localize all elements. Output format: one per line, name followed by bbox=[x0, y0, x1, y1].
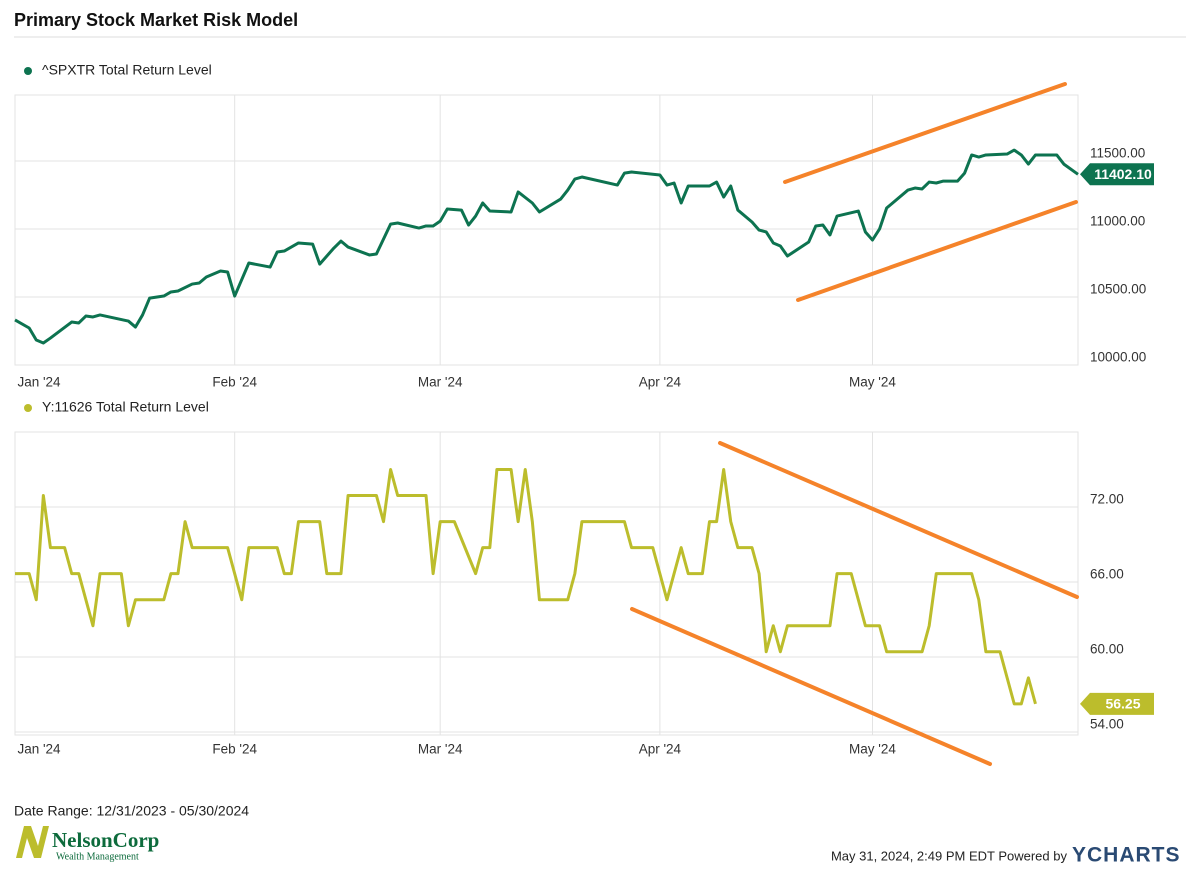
y-tick-label: 54.00 bbox=[1090, 717, 1124, 732]
trend-line bbox=[630, 607, 992, 766]
legend-marker bbox=[24, 404, 32, 412]
date-range: Date Range: 12/31/2023 - 05/30/2024 bbox=[14, 803, 249, 819]
x-tick-label: Mar '24 bbox=[418, 742, 463, 757]
plot-frame bbox=[14, 431, 1079, 736]
trend-line bbox=[796, 200, 1078, 302]
plots: 10000.00 10500.00 11000.00 11500.00 Jan '24 F… bbox=[14, 62, 1154, 757]
x-tick-label: Apr '24 bbox=[639, 375, 682, 390]
legend-label: Y:11626 Total Return Level bbox=[42, 399, 209, 415]
y-tick-label: 60.00 bbox=[1090, 642, 1124, 657]
last-value-badge bbox=[1080, 692, 1154, 715]
chart-title: Primary Stock Market Risk Model bbox=[14, 10, 298, 30]
brand: YCHARTS bbox=[1072, 844, 1181, 867]
last-value-badge bbox=[1080, 163, 1154, 186]
y-tick-label: 10500.00 bbox=[1090, 282, 1146, 297]
legend-label: ^SPXTR Total Return Level bbox=[42, 62, 212, 78]
y-tick-label: 72.00 bbox=[1090, 492, 1124, 507]
series-line bbox=[15, 468, 1037, 706]
logo-name: NelsonCorp bbox=[52, 828, 159, 852]
y-tick-label: 10000.00 bbox=[1090, 350, 1146, 365]
x-tick-label: May '24 bbox=[849, 742, 896, 757]
trend-line bbox=[718, 441, 1079, 599]
y-tick-label: 11500.00 bbox=[1090, 146, 1145, 161]
x-tick-label: Feb '24 bbox=[212, 742, 257, 757]
last-value-label: 56.25 bbox=[1105, 696, 1140, 712]
logo-sub: Wealth Management bbox=[56, 851, 139, 862]
x-tick-label: Apr '24 bbox=[639, 742, 682, 757]
y-tick-label: 66.00 bbox=[1090, 567, 1124, 582]
x-tick-label: Feb '24 bbox=[212, 375, 257, 390]
x-tick-label: Jan '24 bbox=[17, 375, 61, 390]
last-value-label: 11402.10 bbox=[1094, 166, 1152, 182]
series-line bbox=[14, 148, 1079, 345]
x-tick-label: Mar '24 bbox=[418, 375, 463, 390]
x-tick-label: Jan '24 bbox=[17, 742, 61, 757]
y-tick-label: 11000.00 bbox=[1090, 214, 1145, 229]
trend-line bbox=[783, 82, 1067, 184]
logo: NelsonCorp Wealth Management bbox=[16, 826, 159, 862]
x-tick-label: May '24 bbox=[849, 375, 896, 390]
legend-marker bbox=[24, 67, 32, 75]
logo-mark bbox=[16, 826, 49, 858]
timestamp: May 31, 2024, 2:49 PM EDT Powered by bbox=[831, 848, 1068, 863]
